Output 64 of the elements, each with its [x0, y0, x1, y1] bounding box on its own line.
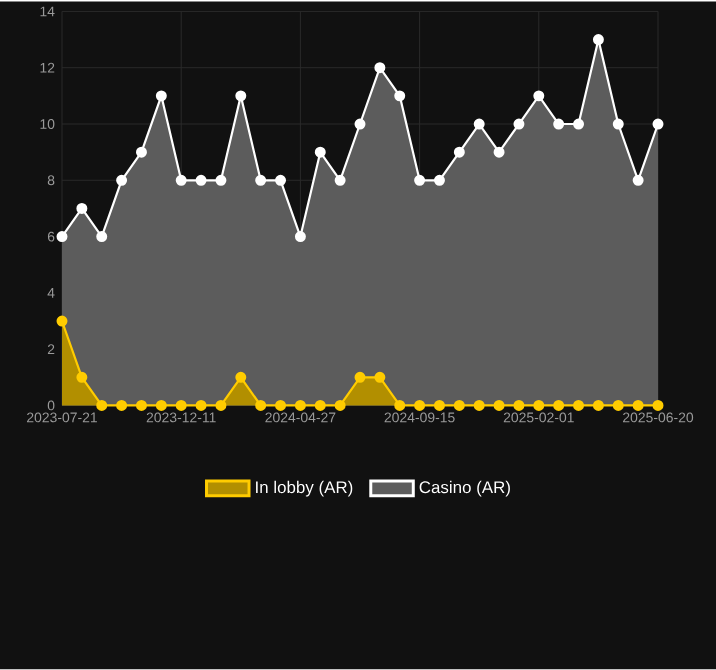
point — [255, 175, 267, 187]
point — [553, 118, 565, 130]
point — [433, 175, 445, 187]
point — [175, 175, 187, 187]
point — [533, 400, 545, 412]
point — [76, 203, 88, 215]
point — [573, 118, 585, 130]
point — [553, 400, 565, 412]
point — [175, 400, 187, 412]
point — [433, 400, 445, 412]
point — [592, 34, 604, 46]
point — [255, 400, 267, 412]
point — [612, 118, 624, 130]
point — [493, 146, 505, 158]
point — [195, 400, 207, 412]
point — [135, 400, 147, 412]
point — [652, 118, 664, 130]
point — [414, 175, 426, 187]
point — [96, 400, 108, 412]
point — [314, 400, 326, 412]
point — [632, 175, 644, 187]
point — [334, 175, 346, 187]
point — [453, 146, 465, 158]
legend-label: In lobby (AR) — [256, 481, 353, 497]
point — [155, 400, 167, 412]
point — [235, 90, 247, 102]
point — [56, 231, 68, 243]
point — [116, 400, 128, 412]
point — [235, 372, 247, 384]
point — [632, 400, 644, 412]
legend-label: Casino (AR) — [419, 481, 510, 497]
point — [155, 90, 167, 102]
point — [215, 175, 227, 187]
point — [354, 118, 366, 130]
point — [76, 372, 88, 384]
point — [394, 90, 406, 102]
point — [116, 175, 128, 187]
point — [513, 118, 525, 130]
point — [96, 231, 108, 243]
point — [275, 400, 287, 412]
point — [334, 400, 346, 412]
point — [215, 400, 227, 412]
point — [294, 231, 306, 243]
point — [473, 118, 485, 130]
point — [414, 400, 426, 412]
point — [275, 175, 287, 187]
point — [374, 372, 386, 384]
point — [573, 400, 585, 412]
point — [394, 400, 406, 412]
point — [135, 146, 147, 158]
point — [354, 372, 366, 384]
point — [493, 400, 505, 412]
point — [592, 400, 604, 412]
point — [314, 146, 326, 158]
point — [533, 90, 545, 102]
point — [612, 400, 624, 412]
point — [195, 175, 207, 187]
point — [294, 400, 306, 412]
point — [56, 315, 68, 327]
point — [513, 400, 525, 412]
point — [453, 400, 465, 412]
point — [473, 400, 485, 412]
point — [374, 62, 386, 74]
point — [652, 400, 664, 412]
